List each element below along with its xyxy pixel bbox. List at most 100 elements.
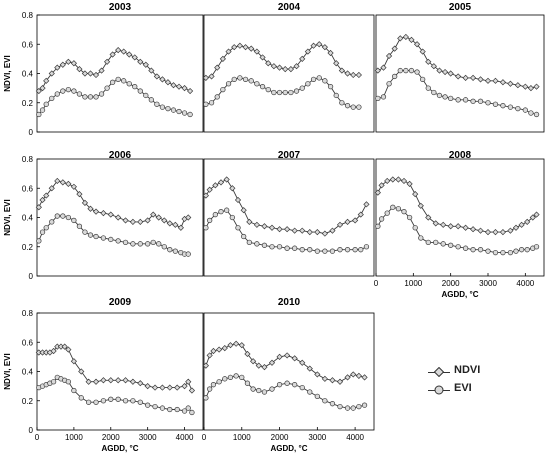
data-point-ndvi xyxy=(185,214,192,221)
data-point-ndvi xyxy=(406,180,413,187)
data-point-ndvi xyxy=(170,82,177,89)
data-point-evi xyxy=(222,376,228,382)
data-point-evi xyxy=(108,396,114,402)
data-point-ndvi xyxy=(327,49,334,57)
data-point-evi xyxy=(395,206,402,212)
data-point-ndvi xyxy=(268,224,276,231)
data-point-ndvi xyxy=(92,378,100,385)
data-point-evi xyxy=(375,95,381,102)
x-tick-label: 4000 xyxy=(346,433,364,442)
data-point-ndvi xyxy=(155,214,162,221)
data-point-ndvi xyxy=(151,384,159,391)
data-point-evi xyxy=(76,223,83,229)
data-point-evi xyxy=(185,405,191,411)
data-point-ndvi xyxy=(244,350,251,358)
data-point-evi xyxy=(250,386,256,392)
data-point-ndvi xyxy=(276,64,283,71)
y-tick-label: 0.4 xyxy=(22,70,34,79)
data-point-ndvi xyxy=(175,83,183,90)
data-point-evi xyxy=(339,100,345,106)
data-point-ndvi xyxy=(225,48,232,55)
data-point-ndvi xyxy=(499,229,507,236)
data-point-ndvi xyxy=(469,74,477,81)
data-point-evi xyxy=(261,242,268,248)
data-point-evi xyxy=(208,100,215,106)
data-point-ndvi xyxy=(492,229,499,236)
data-point-evi xyxy=(433,239,439,246)
chart-title: 2003 xyxy=(109,2,132,13)
data-point-evi xyxy=(203,225,209,231)
data-point-ndvi xyxy=(115,377,122,384)
data-point-ndvi xyxy=(48,70,55,77)
data-point-ndvi xyxy=(137,58,144,65)
data-point-evi xyxy=(104,85,110,91)
data-point-ndvi xyxy=(59,61,66,68)
data-point-ndvi xyxy=(61,343,68,350)
data-point-ndvi xyxy=(234,196,242,204)
data-point-ndvi xyxy=(107,377,114,384)
data-point-ndvi xyxy=(109,51,116,58)
data-point-ndvi xyxy=(115,47,122,54)
data-point-ndvi xyxy=(122,217,129,224)
chart-title: 2004 xyxy=(278,2,301,13)
data-point-evi xyxy=(152,403,158,410)
data-point-ndvi xyxy=(120,48,127,55)
chart-title: 2006 xyxy=(109,150,132,161)
data-point-evi xyxy=(522,107,528,113)
data-point-ndvi xyxy=(248,45,255,52)
y-tick-label: 0.8 xyxy=(22,11,34,20)
data-point-evi xyxy=(414,69,420,75)
data-point-ndvi xyxy=(221,345,228,352)
x-tick-label: 4000 xyxy=(516,279,534,288)
y-tick-label: 0.8 xyxy=(22,155,34,164)
data-point-evi xyxy=(185,251,191,257)
data-point-evi xyxy=(71,217,77,224)
y-tick-label: 0 xyxy=(29,426,34,435)
data-point-evi xyxy=(316,75,322,81)
data-point-evi xyxy=(420,76,426,82)
data-point-evi xyxy=(256,387,262,394)
data-point-ndvi xyxy=(148,67,155,74)
y-tick-label: 0.2 xyxy=(22,99,34,108)
data-point-ndvi xyxy=(208,73,215,80)
data-point-ndvi xyxy=(202,362,209,369)
data-point-ndvi xyxy=(253,48,260,55)
data-point-evi xyxy=(189,409,195,416)
data-point-evi xyxy=(218,208,224,215)
data-point-ndvi xyxy=(477,76,484,83)
data-point-ndvi xyxy=(361,374,368,381)
data-point-ndvi xyxy=(100,210,107,217)
data-point-evi xyxy=(154,101,160,107)
data-point-ndvi xyxy=(447,70,454,77)
data-point-ndvi xyxy=(137,218,144,225)
data-point-evi xyxy=(115,76,121,82)
chart-panel-2008: 2008 0 1000 2000 3000 4000 AGDD, °C xyxy=(374,150,545,299)
data-point-evi xyxy=(156,241,162,247)
data-point-evi xyxy=(292,245,298,251)
data-point-evi xyxy=(299,384,305,391)
data-point-evi xyxy=(220,86,226,93)
data-point-ndvi xyxy=(259,54,266,61)
data-point-evi xyxy=(314,393,320,400)
data-point-evi xyxy=(265,86,271,93)
data-point-evi xyxy=(515,105,521,112)
data-point-evi xyxy=(269,386,275,392)
data-point-ndvi xyxy=(350,71,357,79)
data-point-evi xyxy=(239,374,245,381)
data-point-evi xyxy=(455,97,461,103)
data-point-evi xyxy=(87,94,94,100)
data-point-evi xyxy=(299,247,305,253)
data-point-ndvi xyxy=(142,61,149,68)
data-point-evi xyxy=(425,85,431,91)
data-point-ndvi xyxy=(87,70,94,77)
data-point-ndvi xyxy=(321,230,328,237)
y-tick-label: 0.2 xyxy=(22,397,34,406)
data-point-ndvi xyxy=(87,205,94,212)
data-point-ndvi xyxy=(512,224,520,231)
data-point-ndvi xyxy=(236,42,243,49)
data-point-evi xyxy=(329,401,336,407)
data-point-ndvi xyxy=(338,67,345,74)
data-point-evi xyxy=(98,91,105,97)
y-tick-label: 0 xyxy=(29,128,34,137)
data-point-ndvi xyxy=(430,63,437,70)
